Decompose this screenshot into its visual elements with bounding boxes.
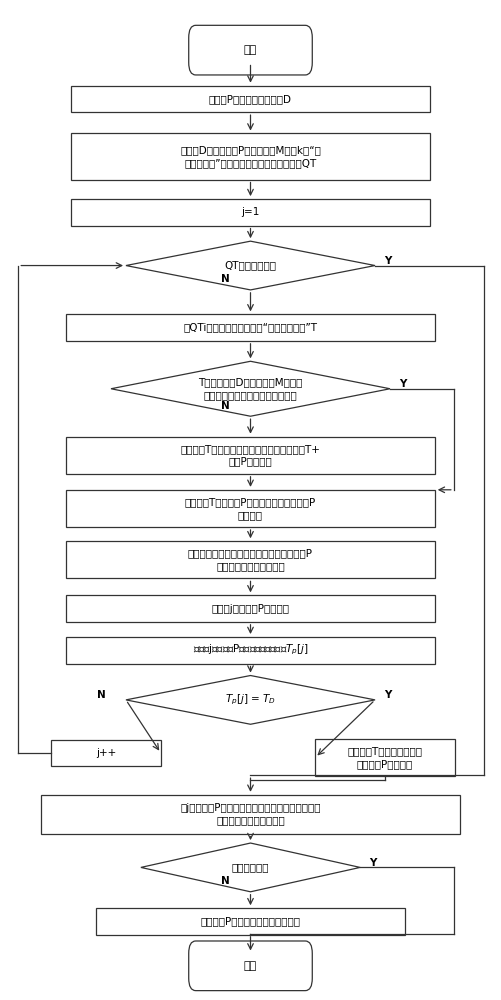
Text: 形成第j个准工序P调度方案: 形成第j个准工序P调度方案 bbox=[211, 604, 290, 614]
Polygon shape bbox=[111, 361, 390, 416]
Text: N: N bbox=[221, 274, 230, 284]
Text: N: N bbox=[221, 876, 230, 886]
Text: T是否是方案D中加工设备M上的空
闲时间或某个工序的加工结束时间: T是否是方案D中加工设备M上的空 闲时间或某个工序的加工结束时间 bbox=[198, 377, 303, 400]
Text: Y: Y bbox=[384, 690, 391, 700]
Text: 以时间点T作为工序P的起始加工时间对工序P
进行调度: 以时间点T作为工序P的起始加工时间对工序P 进行调度 bbox=[185, 497, 316, 520]
Bar bbox=[71, 133, 430, 180]
Bar bbox=[315, 739, 455, 776]
Polygon shape bbox=[141, 843, 360, 892]
Text: 在方案D上寻找工序P的加工设备M上的k个“准
调度时间点”，按从前向后的顺序依次入队QT: 在方案D上寻找工序P的加工设备M上的k个“准 调度时间点”，按从前向后的顺序依次… bbox=[180, 145, 321, 168]
Text: 启用工序序列择时调整策略对由于调度工序P
而影响到的工序进行调整: 启用工序序列择时调整策略对由于调度工序P 而影响到的工序进行调整 bbox=[188, 548, 313, 571]
Text: 结束: 结束 bbox=[244, 961, 257, 971]
Polygon shape bbox=[126, 241, 375, 290]
Text: Y: Y bbox=[369, 858, 376, 868]
Bar bbox=[66, 595, 435, 622]
Text: 方案是否唯一: 方案是否唯一 bbox=[232, 862, 269, 872]
Text: 计算第j个准工序P调度方案加工总用时$T_p$[$j$]: 计算第j个准工序P调度方案加工总用时$T_p$[$j$] bbox=[192, 643, 309, 657]
Bar bbox=[96, 908, 405, 935]
Bar bbox=[71, 86, 430, 112]
Text: j++: j++ bbox=[96, 748, 116, 758]
Text: Y: Y bbox=[399, 379, 406, 389]
Polygon shape bbox=[126, 676, 375, 724]
Text: QT队列是否为空: QT队列是否为空 bbox=[224, 261, 277, 271]
Bar bbox=[66, 314, 435, 341]
Bar bbox=[51, 740, 161, 766]
Text: j=1: j=1 bbox=[241, 207, 260, 217]
Text: 取时间点T处所得调度方案
作为工序P调度方案: 取时间点T处所得调度方案 作为工序P调度方案 bbox=[348, 746, 422, 769]
Text: 将时间点T所涉及的工序的加工开始时间设为T+
工序P加工用时: 将时间点T所涉及的工序的加工开始时间设为T+ 工序P加工用时 bbox=[180, 444, 321, 467]
Bar bbox=[66, 490, 435, 527]
Text: N: N bbox=[221, 401, 230, 411]
Text: Y: Y bbox=[384, 256, 391, 266]
Text: $T_p$[$j$] = $T_D$: $T_p$[$j$] = $T_D$ bbox=[225, 693, 276, 707]
FancyBboxPatch shape bbox=[189, 941, 312, 991]
Text: 设工序P的基础调度方案为D: 设工序P的基础调度方案为D bbox=[209, 94, 292, 104]
Bar bbox=[66, 437, 435, 474]
Text: N: N bbox=[97, 690, 105, 700]
Text: 对QTi队列做出队操作取出“准调度时间点”T: 对QTi队列做出队操作取出“准调度时间点”T bbox=[183, 323, 318, 333]
Bar bbox=[66, 637, 435, 664]
Bar bbox=[71, 199, 430, 226]
Bar bbox=[66, 541, 435, 578]
Bar bbox=[41, 795, 460, 834]
Text: 选择工序P加工开始时间最早的方案: 选择工序P加工开始时间最早的方案 bbox=[200, 916, 301, 926]
Text: 开始: 开始 bbox=[244, 45, 257, 55]
FancyBboxPatch shape bbox=[189, 25, 312, 75]
Text: 对j种准工序P调度方案的加工总用时进行比较，选
择加工总用时最小的方案: 对j种准工序P调度方案的加工总用时进行比较，选 择加工总用时最小的方案 bbox=[180, 803, 321, 826]
